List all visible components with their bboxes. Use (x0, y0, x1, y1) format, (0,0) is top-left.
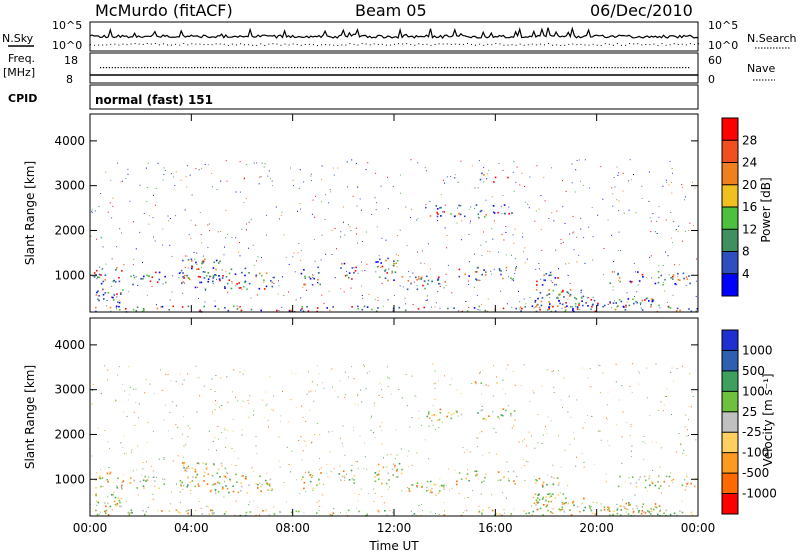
station-title: McMurdo (fitACF) (95, 1, 233, 20)
colorbar-segment (722, 432, 738, 454)
colorbar-tick-label: 8 (742, 245, 750, 259)
colorbar-segment (722, 118, 738, 141)
colorbar-segment (722, 350, 738, 372)
velocity-y-axis: 1000 2000 3000 4000 (54, 338, 698, 486)
nsky-label: N.Sky (2, 32, 34, 45)
velocity-y-label: Slant Range [km] (23, 365, 37, 469)
y-tick-label: 2000 (54, 223, 85, 237)
colorbar-tick-label: -1000 (742, 487, 777, 501)
colorbar-segment (722, 391, 738, 413)
colorbar-segment (722, 493, 738, 515)
cpid-value: normal (fast) 151 (95, 93, 213, 107)
colorbar-tick-label: -25 (742, 425, 762, 439)
freq-unit: [MHz] (3, 66, 35, 79)
colorbar-segment (722, 411, 738, 433)
colorbar-tick-label: 100 (742, 384, 765, 398)
date-title: 06/Dec/2010 (590, 1, 693, 20)
colorbar-segment (722, 162, 738, 186)
colorbar-segment (722, 140, 738, 163)
colorbar-tick-label: 25 (742, 405, 757, 419)
x-tick-label: 20:00 (579, 521, 614, 535)
nsearch-label: N.Search (747, 32, 797, 45)
nave-tick-top: 60 (708, 54, 722, 67)
noise-panel: N.Sky 10^5 10^0 10^5 10^0 N.Search (2, 19, 797, 52)
freq-tick-bottom: 8 (66, 73, 73, 86)
power-colorbar: 4 8 12 16 20 24 28 Power [dB] (721, 117, 773, 297)
noise-tick-top-right: 10^5 (708, 19, 738, 32)
freq-label: Freq. (8, 52, 35, 65)
y-tick-label: 3000 (54, 179, 85, 193)
freq-tick-top: 18 (64, 54, 78, 67)
y-tick-label: 1000 (54, 472, 85, 486)
power-panel: 1000 2000 3000 4000 Slant Range [km] (23, 113, 699, 313)
noise-tick-bottom-left: 10^0 (52, 39, 82, 52)
colorbar-segment (722, 229, 738, 252)
nave-tick-bottom: 0 (708, 73, 715, 86)
colorbar-tick-label: -500 (742, 466, 769, 480)
noise-tick-top-left: 10^5 (52, 19, 82, 32)
colorbar-segment (722, 473, 738, 495)
y-tick-label: 4000 (54, 134, 85, 148)
colorbar-tick-label: 20 (742, 178, 757, 192)
x-tick-label: 00:00 (681, 521, 716, 535)
colorbar-tick-label: 16 (742, 200, 757, 214)
colorbar-segment (722, 207, 738, 230)
velocity-colorbar: -1000 -500 -100 -25 25 100 500 1000 Velocity [m… (721, 329, 777, 515)
x-tick-label: 16:00 (478, 521, 513, 535)
colorbar-segment (722, 370, 738, 392)
power-y-label: Slant Range [km] (23, 161, 37, 265)
colorbar-tick-label: 12 (742, 222, 757, 236)
cpid-label: CPID (8, 92, 37, 105)
colorbar-tick-label: 4 (742, 267, 750, 281)
power-scatter (90, 159, 699, 313)
nave-label: Nave (747, 62, 775, 75)
colorbar-tick-label: 500 (742, 364, 765, 378)
colorbar-segment (722, 330, 738, 351)
y-tick-label: 2000 (54, 427, 85, 441)
cpid-panel: CPID normal (fast) 151 (8, 84, 699, 110)
y-tick-label: 1000 (54, 268, 85, 282)
colorbar-tick-label: 1000 (742, 343, 773, 357)
power-colorbar-label: Power [dB] (759, 177, 773, 242)
colorbar-tick-label: 24 (742, 156, 757, 170)
colorbar-segment (722, 184, 738, 208)
y-tick-label: 3000 (54, 383, 85, 397)
x-tick-label: 00:00 (73, 521, 108, 535)
colorbar-segment (722, 452, 738, 474)
power-x-axis (89, 114, 699, 312)
x-tick-label: 12:00 (377, 521, 412, 535)
beam-title: Beam 05 (355, 1, 427, 20)
noise-tick-bottom-right: 10^0 (708, 39, 738, 52)
velocity-panel: 1000 2000 3000 4000 00:00 04:00 08:00 12:00 16:… (23, 317, 716, 553)
velocity-scatter (90, 363, 699, 517)
noise-trace (89, 26, 699, 46)
colorbar-tick-label: -100 (742, 446, 769, 460)
colorbar-segment (722, 273, 738, 297)
power-y-axis: 1000 2000 3000 4000 (54, 134, 698, 282)
y-tick-label: 4000 (54, 338, 85, 352)
x-tick-label: 08:00 (275, 521, 310, 535)
x-axis-label: Time UT (368, 539, 419, 553)
velocity-colorbar-label: Velocity [m s⁻¹] (761, 373, 775, 466)
freq-panel: Freq. [MHz] 18 8 60 0 Nave (3, 52, 775, 86)
x-tick-label: 04:00 (174, 521, 209, 535)
colorbar-tick-label: 28 (742, 133, 757, 147)
freq-trace (90, 67, 698, 76)
velocity-x-axis: 00:00 04:00 08:00 12:00 16:00 20:00 00:00 (73, 318, 716, 535)
colorbar-segment (722, 251, 738, 275)
